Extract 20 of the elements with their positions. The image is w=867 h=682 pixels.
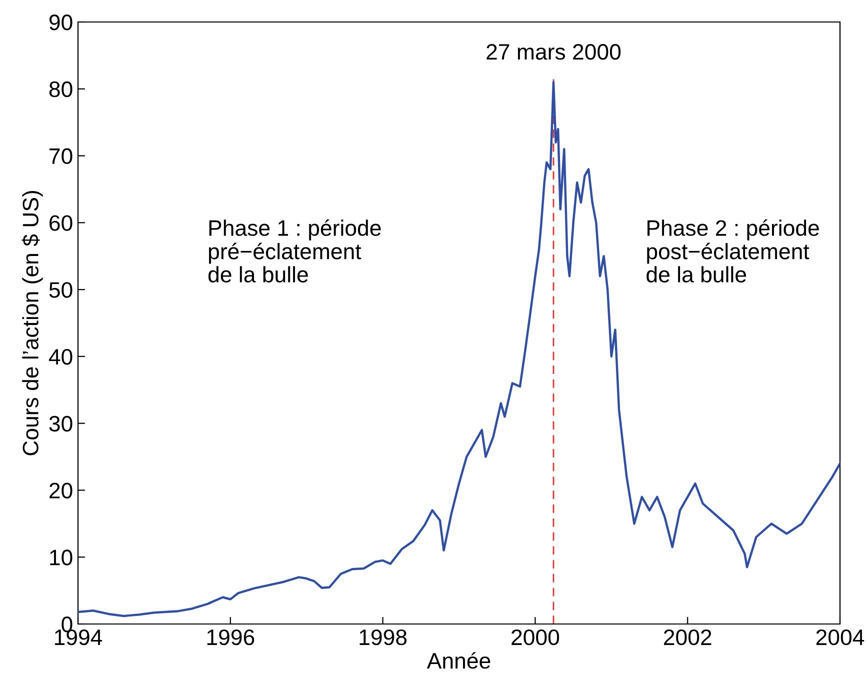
x-tick-label: 2004 — [816, 629, 864, 646]
y-tick-label: 40 — [48, 348, 72, 365]
y-tick-label: 70 — [50, 148, 72, 164]
y-tick-label: 60 — [50, 215, 72, 231]
x-axis-title: Année — [426, 652, 490, 669]
y-tick-label: 10 — [50, 550, 72, 566]
y-tick-label: 80 — [49, 81, 72, 98]
y-axis-title: Cours de l’action (en $ US) — [22, 190, 43, 456]
x-tick-label: 1998 — [360, 629, 407, 646]
y-tick-label: 50 — [49, 282, 72, 298]
y-tick-label: 30 — [49, 416, 72, 432]
annotation: Phase 2 : période post−éclatement de la bulle — [646, 219, 819, 282]
line-series — [78, 81, 840, 618]
annotation: Phase 1 : période pré−éclatement de la bulle — [208, 219, 381, 282]
y-tick-label: 20 — [50, 482, 72, 498]
x-tick-label: 2000 — [512, 629, 560, 646]
x-tick-label: 2002 — [664, 629, 712, 646]
y-tick-label: 90 — [49, 14, 72, 30]
x-tick-label: 1996 — [207, 629, 254, 646]
ref-line-label: 27 mars 2000 — [486, 44, 621, 60]
